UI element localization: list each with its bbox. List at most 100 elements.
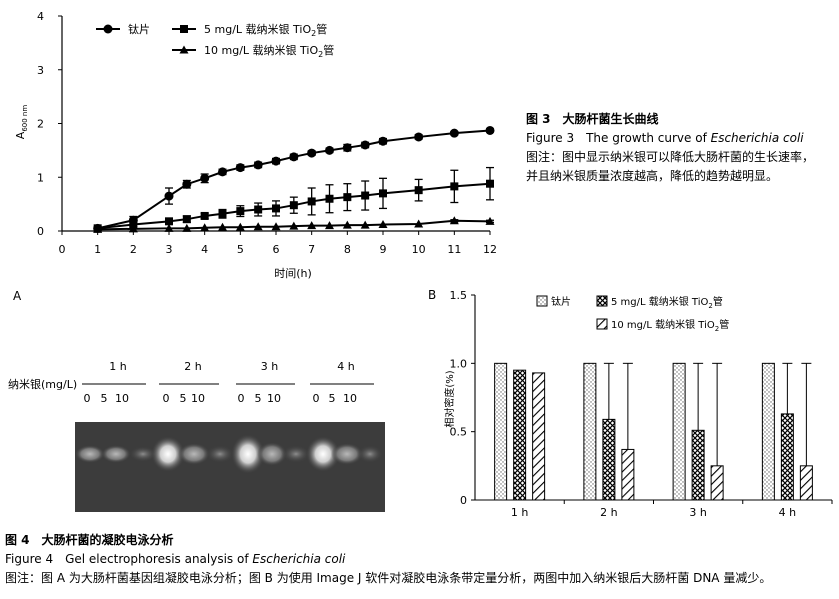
x-tick-label: 3 h (689, 506, 706, 519)
x-tick-label: 2 (130, 243, 137, 256)
y-tick-label: 1.5 (450, 289, 468, 302)
line-chart-legend: 钛片 5 mg/L 载纳米银 TiO2管 10 mg/L 载纳米银 TiO2管 (96, 22, 334, 59)
data-point (235, 222, 245, 231)
data-point (235, 163, 245, 173)
figure3-note-line1: 图注：图中显示纳米银可以降低大肠杆菌的生长速率， (526, 150, 815, 164)
x-tick-label: 4 h (779, 506, 796, 519)
x-tick-label: 10 (412, 243, 426, 256)
x-tick-label: 2 h (600, 506, 617, 519)
figure4-title: 图 4 大肠杆菌的凝胶电泳分析 (5, 533, 174, 547)
data-point (342, 143, 352, 153)
data-point (307, 221, 317, 230)
gel-bands (75, 434, 383, 474)
data-point (236, 207, 245, 216)
data-point (378, 220, 388, 229)
data-point (450, 182, 459, 191)
data-point (414, 219, 424, 228)
bar (799, 465, 813, 501)
data-point (200, 223, 210, 232)
gel-concentration-label: 0 (84, 392, 91, 405)
data-point (360, 140, 370, 150)
gel-band (306, 436, 340, 472)
gel-panel: 纳米银(mg/L) 1 h0 5 102 h0 5 103 h0 5 104 h0 5 10 (8, 360, 385, 512)
gel-image (75, 422, 385, 512)
legend-swatch (596, 318, 608, 330)
data-point (128, 224, 138, 233)
data-point (182, 223, 192, 232)
data-point (253, 160, 263, 170)
data-point (218, 222, 227, 231)
x-tick-label: 12 (483, 243, 497, 256)
data-point (165, 217, 173, 226)
legend-swatch (536, 295, 548, 307)
bar (672, 362, 686, 501)
data-point (307, 148, 317, 158)
bar (513, 369, 527, 501)
gel-band (129, 446, 157, 462)
legend-marker (103, 24, 113, 34)
data-point (164, 191, 174, 201)
data-point (164, 223, 174, 232)
data-point (486, 179, 494, 188)
data-point (325, 145, 334, 155)
legend-marker (180, 25, 188, 33)
data-point (449, 128, 459, 138)
figure4-caption: 图 4 大肠杆菌的凝胶电泳分析 Figure 4 Gel electrophor… (5, 531, 771, 588)
x-tick-label: 11 (447, 243, 461, 256)
gel-concentration-label: 5 (101, 392, 108, 405)
data-point (271, 222, 281, 231)
legend-label: 10 mg/L 载纳米银 TiO2管 (204, 43, 334, 59)
gel-time-label: 3 h (261, 360, 278, 373)
figure3-title: 图 3 大肠杆菌生长曲线 (526, 112, 659, 126)
data-point (93, 224, 103, 233)
data-point (182, 179, 192, 189)
gel-time-label: 4 h (337, 360, 354, 373)
data-point (218, 209, 227, 218)
gel-concentration-label: 10 (115, 392, 129, 405)
data-point (272, 204, 280, 213)
bar (494, 362, 508, 501)
gel-band (75, 445, 105, 463)
gel-concentration-label: 0 (313, 392, 320, 405)
data-point (360, 220, 370, 229)
gel-header: 1 h0 5 102 h0 5 103 h0 5 104 h0 5 10 (82, 360, 374, 405)
data-point (307, 197, 316, 206)
data-point (343, 193, 352, 202)
legend-label: 5 mg/L 载纳米银 TiO2管 (611, 295, 723, 310)
bar-chart-bars (494, 362, 813, 501)
gel-band (101, 445, 131, 463)
x-tick-label: 1 h (511, 506, 528, 519)
data-point (414, 132, 424, 142)
data-point (449, 216, 459, 225)
legend-label: 钛片 (551, 295, 571, 308)
figure3-english-title: Figure 3 The growth curve of Escherichia… (526, 131, 804, 145)
gel-concentration-label: 0 (238, 392, 245, 405)
series-line (97, 219, 491, 231)
data-point (485, 125, 495, 135)
data-point (289, 221, 299, 230)
data-point (289, 152, 299, 162)
panel-b-label: B (428, 288, 436, 302)
data-point (485, 216, 495, 225)
bar (532, 372, 546, 501)
bar-chart-legend: 钛片 5 mg/L 载纳米银 TiO2管 10 mg/L 载纳米银 TiO2管 (536, 295, 729, 333)
y-tick-label: 1 (37, 171, 44, 184)
data-point (325, 221, 334, 230)
legend-label: 5 mg/L 载纳米银 TiO2管 (204, 22, 327, 38)
x-tick-label: 5 (237, 243, 244, 256)
x-tick-label: 9 (380, 243, 387, 256)
bar (583, 362, 597, 501)
y-tick-label: 3 (37, 64, 44, 77)
y-tick-label: 0 (460, 494, 467, 507)
legend-label: 10 mg/L 载纳米银 TiO2管 (611, 318, 729, 333)
x-tick-label: 0 (59, 243, 66, 256)
gel-band (151, 436, 185, 472)
x-tick-label: 4 (201, 243, 208, 256)
y-tick-label: 2 (37, 118, 44, 131)
series-1 (93, 125, 495, 233)
gel-concentration-label: 0 (163, 392, 170, 405)
gel-concentration-label: 10 (343, 392, 357, 405)
gel-band (331, 443, 363, 465)
figure4-note: 图注：图 A 为大肠杆菌基因组凝胶电泳分析；图 B 为使用 Image J 软件… (5, 571, 772, 585)
